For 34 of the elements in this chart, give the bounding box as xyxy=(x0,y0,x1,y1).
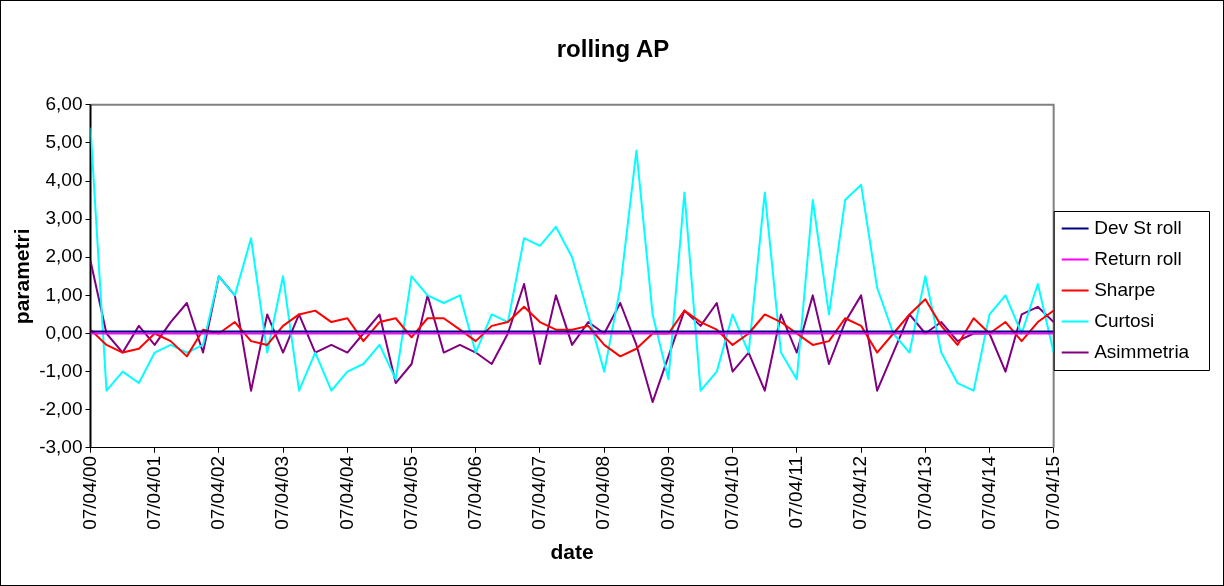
x-tick-label: 07/04/01 xyxy=(142,455,164,530)
x-tick-label: 07/04/00 xyxy=(78,455,100,530)
y-tick-label: -1,00 xyxy=(39,359,83,381)
x-tick-label: 07/04/09 xyxy=(656,455,678,530)
y-tick-label: 3,00 xyxy=(45,207,83,229)
x-tick-label: 07/04/03 xyxy=(271,455,293,530)
x-tick-label: 07/04/10 xyxy=(720,455,742,530)
y-tick-label: 1,00 xyxy=(45,283,83,305)
y-tick-label: 2,00 xyxy=(45,245,83,267)
x-tick-label: 07/04/07 xyxy=(528,455,550,530)
x-tick-label: 07/04/14 xyxy=(977,455,999,530)
x-tick-label: 07/04/08 xyxy=(592,455,614,530)
y-tick-label: 5,00 xyxy=(45,131,83,153)
x-tick-label: 07/04/06 xyxy=(463,455,485,530)
y-tick-label: 0,00 xyxy=(45,321,83,343)
legend-label: Sharpe xyxy=(1094,278,1172,300)
y-tick-label: 4,00 xyxy=(45,169,83,191)
legend-label: Return roll xyxy=(1094,247,1198,269)
x-tick-label: 07/04/02 xyxy=(207,455,229,530)
x-tick-label: 07/04/05 xyxy=(399,455,421,530)
x-tick-label: 07/04/15 xyxy=(1041,455,1063,530)
x-tick-label: 07/04/13 xyxy=(913,455,935,530)
x-tick-label: 07/04/04 xyxy=(335,455,357,530)
legend-label: Asimmetria xyxy=(1094,340,1206,362)
y-tick-label: -2,00 xyxy=(39,397,83,419)
chart-title: rolling AP xyxy=(556,35,670,63)
legend-label: Dev St roll xyxy=(1094,216,1198,238)
x-axis-title: date xyxy=(550,540,594,564)
x-tick-label: 07/04/12 xyxy=(849,455,871,530)
legend-label: Curtosi xyxy=(1094,309,1171,331)
y-axis-title: parametri xyxy=(10,228,34,325)
y-tick-label: 6,00 xyxy=(45,93,83,115)
x-tick-label: 07/04/11 xyxy=(785,455,807,529)
y-tick-label: -3,00 xyxy=(39,436,83,458)
